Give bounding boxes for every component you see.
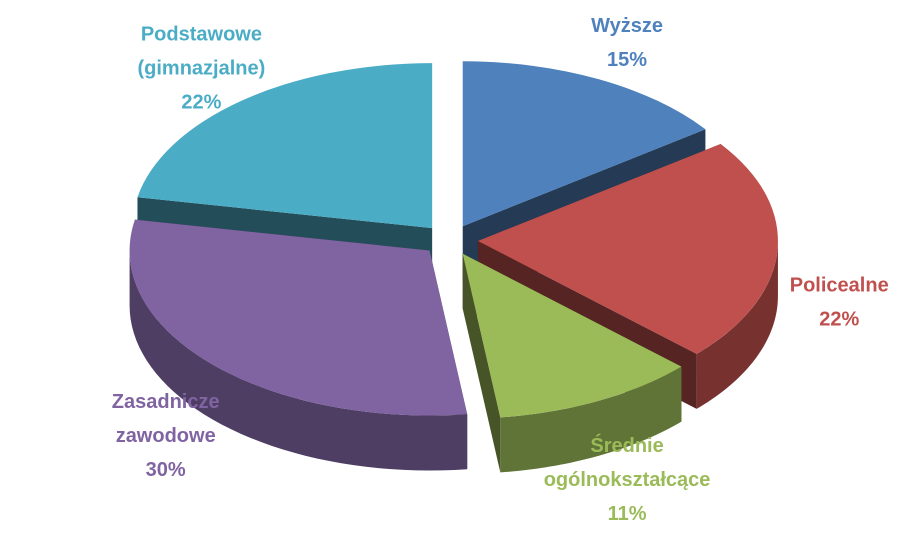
category-label-line: Wyższe xyxy=(591,15,663,37)
slice-top xyxy=(462,253,682,418)
value-label: 22% xyxy=(181,92,221,114)
category-label: Średnie ogólnokształcące xyxy=(544,433,711,491)
slice-top xyxy=(129,219,468,416)
category-label-line: Podstawowe xyxy=(141,24,262,46)
slice-top xyxy=(462,61,706,227)
category-label: Wyższe xyxy=(591,15,663,37)
category-label-line: Średnie xyxy=(590,433,663,457)
value-label: 30% xyxy=(146,459,186,481)
slice-top xyxy=(137,63,433,229)
category-label-line: zawodowe xyxy=(116,425,216,447)
value-label: 15% xyxy=(607,49,647,71)
slice xyxy=(462,253,682,473)
category-label-line: (gimnazjalne) xyxy=(138,58,266,80)
category-label-line: ogólnokształcące xyxy=(544,469,711,491)
slice-wall xyxy=(696,240,778,409)
category-label-line: Policealne xyxy=(790,274,889,296)
category-label: Policealne xyxy=(790,274,889,296)
slice xyxy=(129,219,468,471)
value-label: 22% xyxy=(819,308,859,330)
slice-top xyxy=(477,143,778,354)
category-label: Zasadnicze zawodowe xyxy=(112,391,220,447)
slice-wall xyxy=(500,366,682,473)
slice-wall xyxy=(129,250,468,471)
value-label: 11% xyxy=(608,503,647,525)
category-label-line: Zasadnicze xyxy=(112,391,220,413)
slice-side xyxy=(462,253,501,473)
category-label: Podstawowe (gimnazjalne) xyxy=(138,24,266,80)
